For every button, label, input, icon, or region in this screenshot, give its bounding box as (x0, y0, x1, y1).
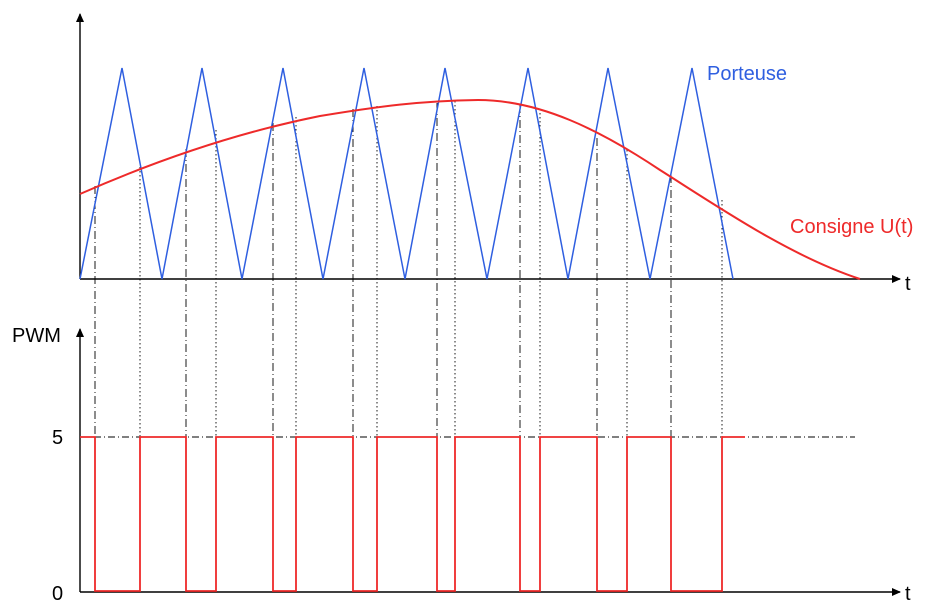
setpoint-label: Consigne U(t) (790, 216, 913, 238)
pwm-signal (80, 436, 745, 592)
carrier-label: Porteuse (707, 63, 787, 85)
pwm-axis-label: PWM (12, 325, 61, 347)
bottom-time-axis-label: t (905, 583, 911, 602)
top-time-axis-label: t (905, 273, 911, 295)
setpoint-curve (79, 98, 861, 280)
carrier-triangle-wave (79, 67, 734, 280)
pwm-low-level-label: 0 (52, 583, 63, 602)
projection-guides (94, 101, 723, 591)
pwm-high-level-label: 5 (52, 427, 63, 449)
